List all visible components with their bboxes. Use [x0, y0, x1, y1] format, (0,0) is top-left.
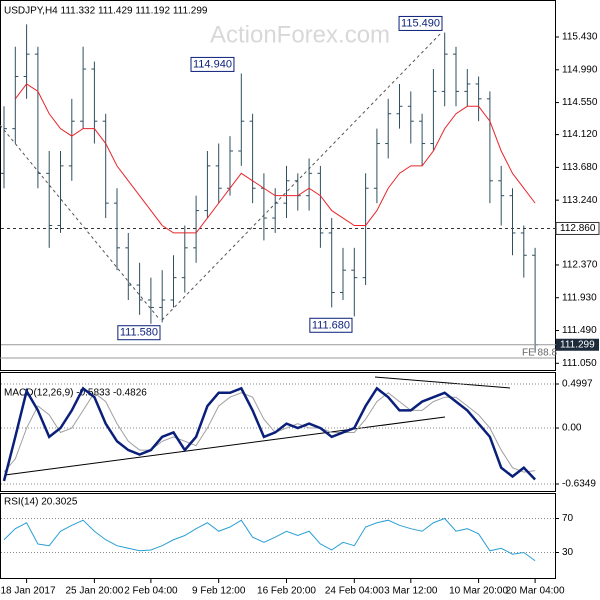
x-tick-label: 16 Feb 20:00 [257, 586, 316, 597]
trend-line [161, 31, 443, 321]
last-label: 111.299 [560, 339, 595, 350]
y-tick-label: 0.00 [562, 423, 582, 434]
rsi-panel [0, 493, 556, 579]
level-label: 112.860 [560, 223, 596, 234]
annotation-box [309, 317, 353, 333]
price-panel [0, 0, 556, 371]
y-tick-label: 114.550 [562, 97, 598, 108]
y-tick-label: 112.370 [562, 260, 598, 271]
trend-line [4, 416, 446, 476]
annotation-label: 115.490 [401, 17, 440, 29]
y-tick-label: 0.4997 [562, 379, 593, 390]
macd-line [2, 386, 537, 482]
x-tick-label: 20 Mar 04:00 [506, 586, 565, 597]
panel-title: MACD(12,26,9) -0.5833 -0.4826 [4, 388, 147, 399]
moving-average [14, 83, 536, 234]
y-tick-label: 115.430 [562, 32, 598, 43]
y-tick-label: 30 [562, 547, 574, 558]
y-tick-label: -0.6349 [562, 479, 596, 490]
level-box [555, 221, 600, 235]
x-tick-label: 25 Jan 20:00 [65, 586, 123, 597]
watermark: ActionForex.com [210, 21, 390, 48]
annotation-box [117, 325, 161, 341]
x-tick-label: 9 Feb 12:00 [192, 586, 246, 597]
trend-line [0, 124, 161, 321]
macd-panel [0, 372, 556, 492]
y-tick-label: 114.120 [562, 129, 598, 140]
annotation-box [190, 56, 235, 72]
y-tick-label: 70 [562, 513, 574, 524]
y-tick-label: 113.240 [562, 195, 598, 206]
x-tick-label: 2 Feb 04:00 [124, 586, 178, 597]
annotation-label: 111.680 [312, 319, 350, 331]
y-tick-label: 111.930 [562, 292, 597, 303]
last-box [556, 338, 599, 351]
y-tick-label: 111.050 [562, 358, 597, 369]
rsi-line [3, 517, 536, 562]
x-tick-label: 24 Feb 04:00 [325, 586, 384, 597]
x-tick-label: 3 Mar 12:00 [384, 586, 438, 597]
fe-label: FE 88.8 [522, 348, 557, 359]
trend-line [374, 376, 511, 389]
y-tick-label: 114.990 [562, 64, 598, 75]
x-tick-label: 18 Jan 2017 [0, 586, 55, 597]
signal-line [3, 392, 536, 473]
panel-title: USDJPY,H4 111.332 111.429 111.192 111.29… [4, 6, 208, 17]
annotation-box [398, 15, 443, 31]
annotation-label: 114.940 [193, 58, 232, 70]
x-tick-label: 10 Mar 20:00 [449, 586, 508, 597]
panel-title: RSI(14) 20.3025 [4, 497, 78, 508]
annotation-label: 111.580 [120, 327, 158, 339]
y-tick-label: 111.490 [562, 325, 597, 336]
y-tick-label: 113.680 [562, 162, 598, 173]
